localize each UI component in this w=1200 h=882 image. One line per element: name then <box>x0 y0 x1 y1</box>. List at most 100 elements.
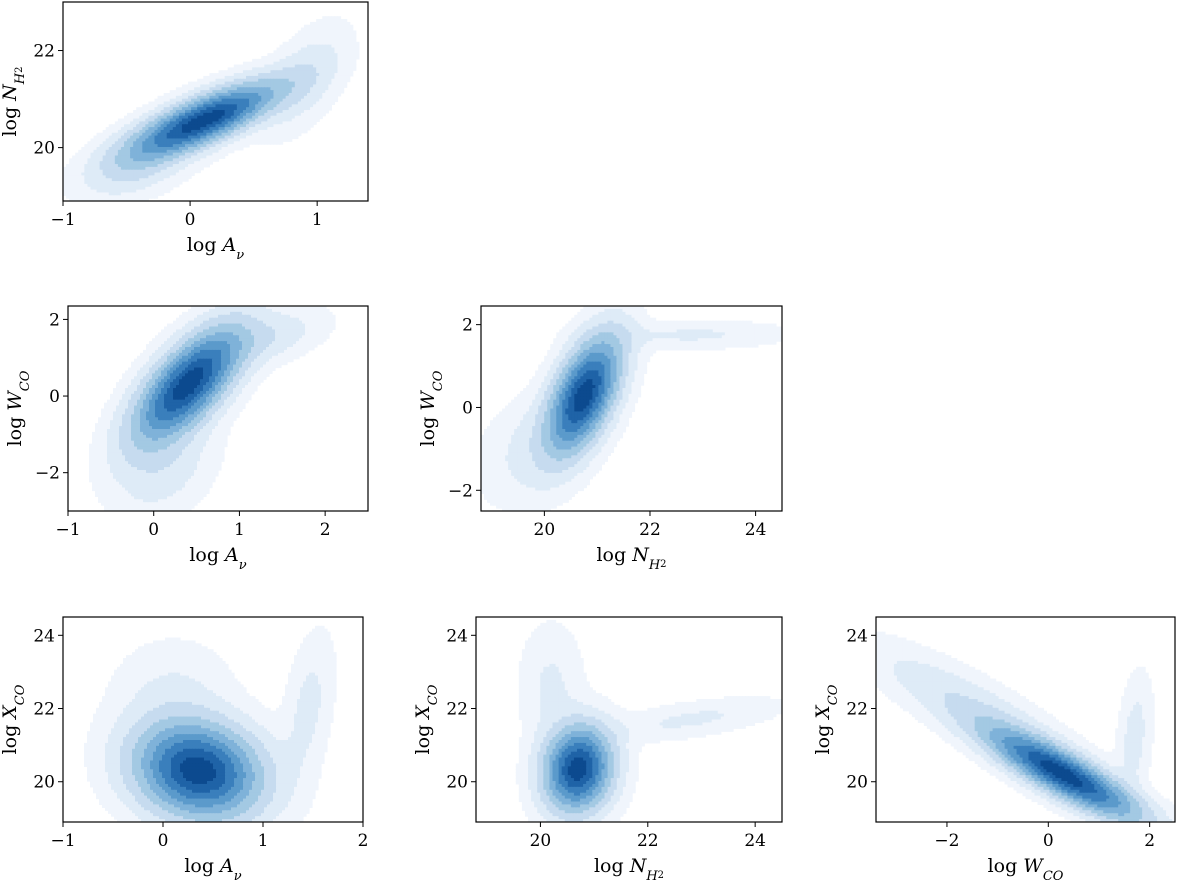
ytick-label: 22 <box>446 700 468 720</box>
x-axis-label-p5: log NH2 <box>594 855 664 882</box>
label-sub: ν <box>234 869 242 882</box>
xtick-label: −1 <box>55 520 80 540</box>
label-var: W <box>4 390 26 411</box>
label-sub: ν <box>236 248 244 263</box>
label-log: log <box>596 544 632 566</box>
xtick-label: 1 <box>258 831 269 851</box>
label-sub: H <box>645 869 658 882</box>
ytick-label: 2 <box>49 310 60 330</box>
axes-frame-p5 <box>475 616 783 823</box>
label-sub: CO <box>826 684 841 705</box>
label-log: log <box>594 855 630 877</box>
ytick-label: 24 <box>33 626 55 646</box>
label-subsub: 2 <box>660 559 666 570</box>
y-axis-label-p2: log WCO <box>4 370 33 446</box>
ytick-label: 0 <box>49 387 60 407</box>
label-var: N <box>629 855 648 877</box>
label-sub: CO <box>426 684 441 705</box>
label-log: log <box>988 855 1024 877</box>
y-axis-label-p4: log XCO <box>0 684 28 754</box>
ytick-label: −2 <box>35 464 60 484</box>
xtick-label: 24 <box>745 520 767 540</box>
xtick-label: 24 <box>744 831 766 851</box>
label-sub: ν <box>239 558 247 573</box>
density-field-p5 <box>515 619 782 822</box>
density-field-p4 <box>84 625 337 822</box>
label-var: W <box>417 390 439 411</box>
xtick-label: −1 <box>50 831 75 851</box>
label-log: log <box>184 855 220 877</box>
axes-frame-p2 <box>67 305 369 512</box>
density-field-p1 <box>63 16 360 201</box>
label-log: log <box>417 411 439 447</box>
xtick-label: 2 <box>320 520 331 540</box>
x-axis-label-p3: log NH2 <box>596 544 666 573</box>
xtick-label: 20 <box>534 520 556 540</box>
label-sub: CO <box>431 370 446 391</box>
y-axis-label-p3: log WCO <box>417 370 446 446</box>
ytick-label: 20 <box>446 773 468 793</box>
x-axis-label-p4: log Aν <box>184 855 241 882</box>
ytick-label: 0 <box>462 398 473 418</box>
ytick-label: 20 <box>33 139 55 159</box>
label-var: A <box>221 234 237 256</box>
xtick-label: 1 <box>312 210 323 230</box>
label-sub: CO <box>18 370 33 391</box>
ytick-label: 24 <box>846 626 868 646</box>
xtick-label: −2 <box>934 831 959 851</box>
ytick-label: 20 <box>846 773 868 793</box>
label-sub: H <box>648 558 661 573</box>
ytick-label: 22 <box>33 700 55 720</box>
label-sub: H <box>13 72 28 85</box>
label-var: X <box>412 704 434 721</box>
y-axis-label-p1: log NH2 <box>0 66 28 136</box>
label-log: log <box>187 234 223 256</box>
label-subsub: 2 <box>658 870 664 881</box>
y-axis-label-p5: log XCO <box>412 684 441 754</box>
xtick-label: 22 <box>639 520 661 540</box>
xtick-label: 0 <box>148 520 159 540</box>
density-field-p2 <box>89 306 336 511</box>
label-log: log <box>189 544 225 566</box>
label-var: N <box>0 83 21 102</box>
y-axis-label-p6: log XCO <box>812 684 841 754</box>
x-axis-label-p1: log Aν <box>187 234 244 263</box>
ytick-label: 2 <box>462 316 473 336</box>
xtick-label: 20 <box>530 831 552 851</box>
label-var: W <box>1023 855 1044 877</box>
axes-frame-p3 <box>480 305 783 512</box>
xtick-label: 1 <box>234 520 245 540</box>
axes-frame-p4 <box>62 616 364 823</box>
x-axis-label-p2: log Aν <box>189 544 246 573</box>
label-var: X <box>812 704 834 721</box>
label-sub: CO <box>1043 869 1064 882</box>
axes-frame-p1 <box>62 1 369 202</box>
xtick-label: 0 <box>158 831 169 851</box>
x-axis-label-p6: log WCO <box>988 855 1064 882</box>
xtick-label: 0 <box>185 210 196 230</box>
ytick-label: 20 <box>33 773 55 793</box>
xtick-label: 2 <box>358 831 369 851</box>
label-log: log <box>4 411 26 447</box>
xtick-label: −1 <box>50 210 75 230</box>
axes-frame-p6 <box>875 616 1176 823</box>
xtick-label: 0 <box>1043 831 1054 851</box>
label-log: log <box>412 719 434 755</box>
panel-p4: −1 0 1 2 20 22 24 log Aν log XCO <box>0 616 369 882</box>
label-var: A <box>218 855 234 877</box>
label-subsub: 2 <box>14 66 25 72</box>
ytick-label: 24 <box>446 626 468 646</box>
label-var: A <box>223 544 239 566</box>
density-field-p3 <box>481 306 782 511</box>
ytick-label: 22 <box>33 42 55 62</box>
ytick-label: −2 <box>448 481 473 501</box>
label-var: X <box>0 704 21 721</box>
density-field-p6 <box>876 631 1175 822</box>
label-log: log <box>812 719 834 755</box>
ytick-label: 22 <box>846 700 868 720</box>
